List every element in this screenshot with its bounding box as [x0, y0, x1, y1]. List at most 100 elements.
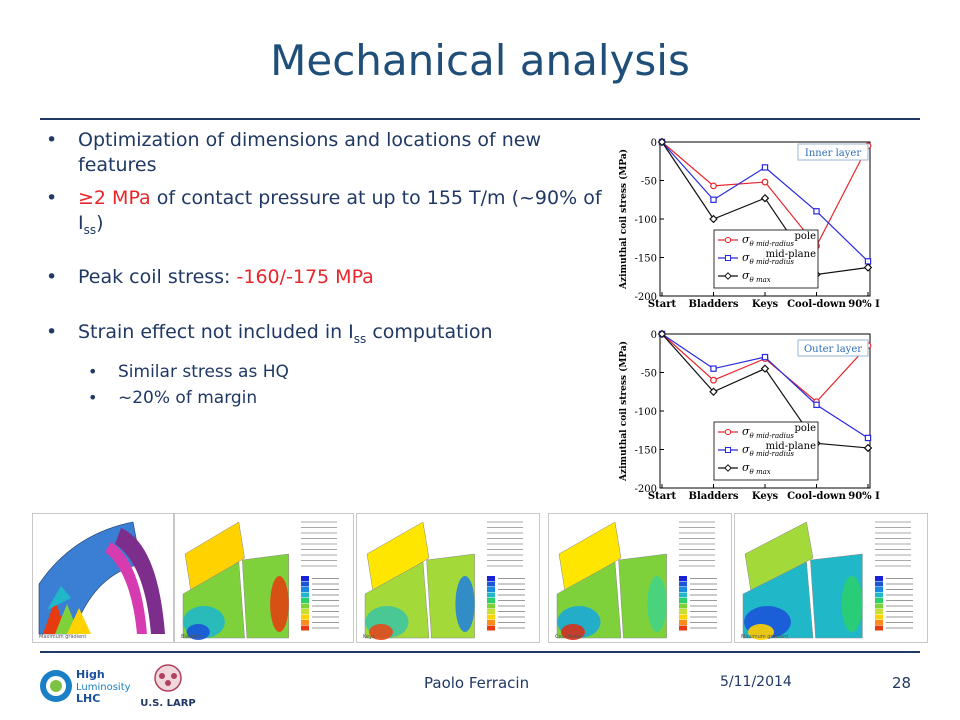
bullet-2-subscript: ss	[83, 222, 97, 237]
bullet-2: • ≥2 MPa of contact pressure at up to 15…	[44, 186, 614, 243]
y-axis-label: Azimuthal coil stress (MPa)	[618, 341, 629, 482]
stress-contour	[270, 576, 289, 632]
coil-block-upper	[184, 521, 245, 593]
fea-plot: Maximum gradient	[38, 521, 165, 640]
layer-tag-label: Inner layer	[805, 148, 861, 159]
stress-contour	[561, 624, 585, 640]
footer-page-number: 28	[892, 674, 912, 692]
legend-color-cell	[301, 620, 309, 625]
legend-color-cell	[487, 576, 495, 581]
legend-color-cell	[679, 576, 687, 581]
data-point	[863, 263, 873, 272]
y-tick-label: -150	[635, 446, 657, 457]
legend-color-cell	[875, 603, 883, 609]
data-point	[761, 164, 769, 171]
legend-color-cell	[487, 625, 495, 631]
footer-author: Paolo Ferracin	[424, 674, 530, 692]
y-tick-label: 0	[651, 138, 657, 149]
data-point	[710, 376, 717, 384]
data-point	[710, 182, 717, 190]
legend-color-cell	[679, 614, 687, 620]
bullet-3: • Peak coil stress: -160/-175 MPa	[44, 265, 614, 290]
legend-color-cell	[875, 592, 883, 598]
data-point	[709, 214, 718, 224]
data-point	[761, 178, 769, 186]
legend-series-name: pole	[794, 231, 816, 242]
fea-panel-2: Bladders	[174, 513, 354, 643]
hilumi-line1: High	[76, 668, 105, 681]
data-point	[864, 434, 872, 442]
coil-block-upper	[558, 521, 622, 593]
bullet-4-subscript: ss	[353, 331, 367, 346]
data-point	[813, 208, 820, 215]
bullet-list: • Optimization of dimensions and locatio…	[44, 128, 614, 412]
legend-color-cell	[301, 598, 309, 603]
legend-color-cell	[679, 603, 687, 609]
legend-color-cell	[487, 609, 495, 614]
bullet-dot: •	[46, 187, 58, 209]
title-divider	[40, 118, 920, 120]
fea-plot: Bladders	[179, 518, 339, 640]
layer-tag-label: Outer layer	[804, 344, 862, 355]
data-point	[864, 258, 872, 265]
subbullet-2-text: ~20% of margin	[118, 387, 258, 408]
legend-label-subscript: θ max	[750, 276, 771, 284]
fea-panel-1: Maximum gradient	[32, 513, 174, 643]
legend-color-cell	[301, 587, 309, 592]
fea-caption: Keys	[363, 634, 375, 640]
bullet-2-text: of contact pressure at up to 155 T/m (~9…	[78, 187, 602, 234]
legend-color-cell	[875, 609, 883, 614]
legend-color-cell	[679, 581, 687, 587]
y-tick-label: 0	[651, 330, 657, 341]
legend-color-cell	[487, 598, 495, 603]
x-tick-label: Cool-down	[787, 299, 847, 310]
bullet-dot: •	[46, 129, 58, 151]
legend-color-cell	[679, 592, 687, 598]
larp-label: U.S. LARP	[140, 698, 196, 709]
x-tick-label: 90% Iss	[848, 299, 880, 310]
legend-series-name: mid-plane	[766, 441, 816, 452]
inner-layer-chart: 0 -50 -100 -150 -200 Start Bladders Keys Cool-do…	[614, 130, 888, 312]
data-point	[710, 196, 717, 203]
legend-label-subscript: θ mid-radius	[750, 258, 795, 266]
x-tick-label: Bladders	[689, 299, 739, 310]
legend-color-cell	[487, 620, 495, 625]
x-tick-label: Keys	[752, 491, 779, 502]
bullet-4: • Strain effect not included in Iss comp…	[44, 320, 614, 352]
data-point	[760, 193, 770, 203]
legend-color-cell	[679, 587, 687, 592]
hilumi-line2: Luminosity	[76, 682, 131, 693]
legend-marker	[724, 272, 732, 280]
legend-color-cell	[487, 603, 495, 609]
legend-color-cell	[679, 625, 687, 631]
layer-tag-box	[797, 339, 869, 357]
fea-caption: Maximum gradient	[741, 634, 788, 640]
bullet-4-tail: computation	[366, 320, 493, 343]
bullet-3-highlight: -160/-175 MPa	[236, 265, 374, 288]
legend-color-cell	[301, 609, 309, 614]
x-tick-label: Bladders	[689, 491, 739, 502]
x-tick-label: Start	[648, 299, 677, 310]
fea-plot: Maximum gradient	[739, 518, 913, 640]
legend-color-cell	[301, 625, 309, 631]
slide-title: Mechanical analysis	[270, 36, 690, 85]
data-point	[760, 364, 770, 373]
legend-color-cell	[875, 620, 883, 625]
coil-block-upper	[744, 521, 814, 593]
legend-color-cell	[679, 620, 687, 625]
coil-block	[47, 586, 71, 610]
data-point	[863, 443, 873, 453]
legend-color-cell	[875, 625, 883, 631]
legend-color-cell	[301, 576, 309, 581]
fea-plot: Keys	[361, 518, 525, 640]
legend-label-subscript: θ max	[750, 468, 771, 476]
y-axis-label: Azimuthal coil stress (MPa)	[618, 149, 629, 290]
legend-color-cell	[875, 576, 883, 581]
legend-label-subscript: θ mid-radius	[750, 450, 795, 458]
stress-contour	[748, 624, 774, 640]
x-tick-label: Cool-down	[787, 491, 847, 502]
bullet-2-tail: )	[96, 212, 104, 234]
layer-tag-box	[797, 143, 869, 161]
data-point	[657, 329, 667, 339]
